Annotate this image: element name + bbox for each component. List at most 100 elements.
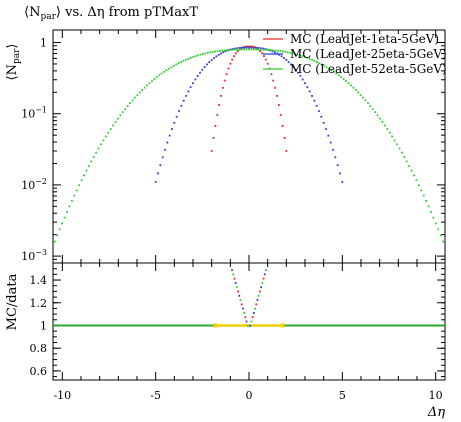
data-point	[318, 110, 320, 113]
data-point	[223, 49, 226, 52]
data-point	[250, 48, 253, 51]
data-point	[280, 55, 283, 58]
data-point	[234, 47, 236, 50]
data-point	[442, 240, 445, 243]
data-point	[282, 50, 284, 53]
data-point	[342, 78, 345, 81]
data-point	[87, 165, 90, 167]
data-point	[285, 150, 288, 152]
data-point	[126, 105, 129, 107]
data-point	[383, 124, 386, 127]
ratio-axes: 0.6 0.8 1 1.2 1.4 -10 -5 0 5 10	[30, 263, 445, 402]
data-point	[243, 46, 246, 49]
data-point	[220, 52, 222, 55]
data-point	[292, 66, 295, 68]
data-point	[155, 76, 158, 79]
data-point	[420, 189, 423, 192]
data-point	[228, 49, 231, 51]
data-point	[289, 51, 292, 54]
data-point	[141, 89, 144, 91]
data-point	[236, 50, 239, 52]
data-point	[196, 75, 199, 77]
ratio-point	[263, 273, 266, 276]
data-point	[221, 86, 224, 89]
ratio-point	[242, 307, 244, 310]
data-point	[320, 63, 323, 66]
ratio-point	[243, 311, 246, 314]
ratio-ytick-label: 0.6	[30, 365, 48, 378]
data-point	[364, 99, 367, 102]
ratio-point	[246, 324, 249, 327]
data-point	[231, 58, 234, 61]
data-point	[154, 181, 157, 183]
ratio-point	[262, 277, 265, 280]
data-point	[330, 69, 333, 72]
data-point	[121, 111, 124, 114]
data-point	[434, 222, 437, 225]
data-point	[213, 57, 215, 59]
data-point	[248, 45, 250, 48]
data-point	[291, 52, 294, 55]
main-axes: 1 10−1 10−2 10−3	[21, 30, 445, 264]
ratio-point	[231, 269, 233, 271]
data-point	[210, 59, 213, 61]
data-point	[253, 46, 256, 49]
data-point	[354, 89, 357, 91]
data-point	[283, 137, 286, 139]
ratio-point	[250, 320, 253, 323]
chart-title-suffix: ⟩ vs. Δη from pTMaxT	[56, 5, 198, 20]
main-ylabel: ⟨Npar⟩	[5, 44, 22, 81]
data-point	[109, 128, 112, 130]
data-point	[381, 121, 384, 123]
data-point	[189, 86, 192, 89]
main-ytick-label: 10−3	[21, 248, 47, 263]
data-point	[391, 135, 394, 138]
data-point	[165, 69, 168, 72]
data-point	[172, 64, 175, 67]
data-point	[192, 56, 195, 58]
data-point	[104, 135, 107, 138]
data-point	[235, 48, 238, 51]
data-point	[427, 205, 430, 208]
data-point	[274, 86, 277, 89]
data-point	[90, 160, 93, 163]
data-point	[189, 56, 192, 59]
data-point	[204, 52, 207, 55]
data-point	[308, 57, 311, 60]
data-point	[303, 56, 306, 58]
data-point	[242, 46, 245, 49]
data-point	[336, 164, 339, 167]
data-point	[430, 210, 432, 213]
ratio-points	[53, 269, 445, 328]
ratio-xtick-label: -10	[53, 389, 71, 402]
data-point	[265, 48, 267, 51]
legend-label: MC (LeadJet-1eta-5GeV)	[290, 32, 439, 46]
data-point	[283, 57, 285, 59]
data-point	[146, 84, 148, 87]
data-point	[216, 50, 219, 53]
data-point	[235, 52, 237, 55]
main-ytick-label: 1	[40, 37, 47, 50]
data-point	[187, 90, 190, 93]
data-point	[175, 63, 178, 66]
data-point	[212, 137, 215, 139]
data-point	[279, 50, 282, 53]
data-point	[245, 46, 248, 49]
data-point	[166, 141, 169, 144]
data-point	[277, 49, 280, 52]
data-point	[58, 228, 61, 231]
data-point	[339, 172, 341, 175]
data-point	[194, 55, 197, 58]
ratio-ylabel: MC/data	[5, 273, 20, 330]
data-point	[248, 48, 250, 51]
ratio-xtick-label: 0	[246, 389, 253, 402]
data-point	[325, 66, 328, 69]
data-point	[61, 222, 64, 225]
data-point	[359, 94, 362, 96]
data-point	[170, 66, 173, 69]
data-point	[160, 72, 163, 75]
data-point	[294, 68, 297, 71]
data-point	[263, 55, 265, 58]
data-point	[178, 110, 180, 113]
data-point	[320, 115, 323, 118]
